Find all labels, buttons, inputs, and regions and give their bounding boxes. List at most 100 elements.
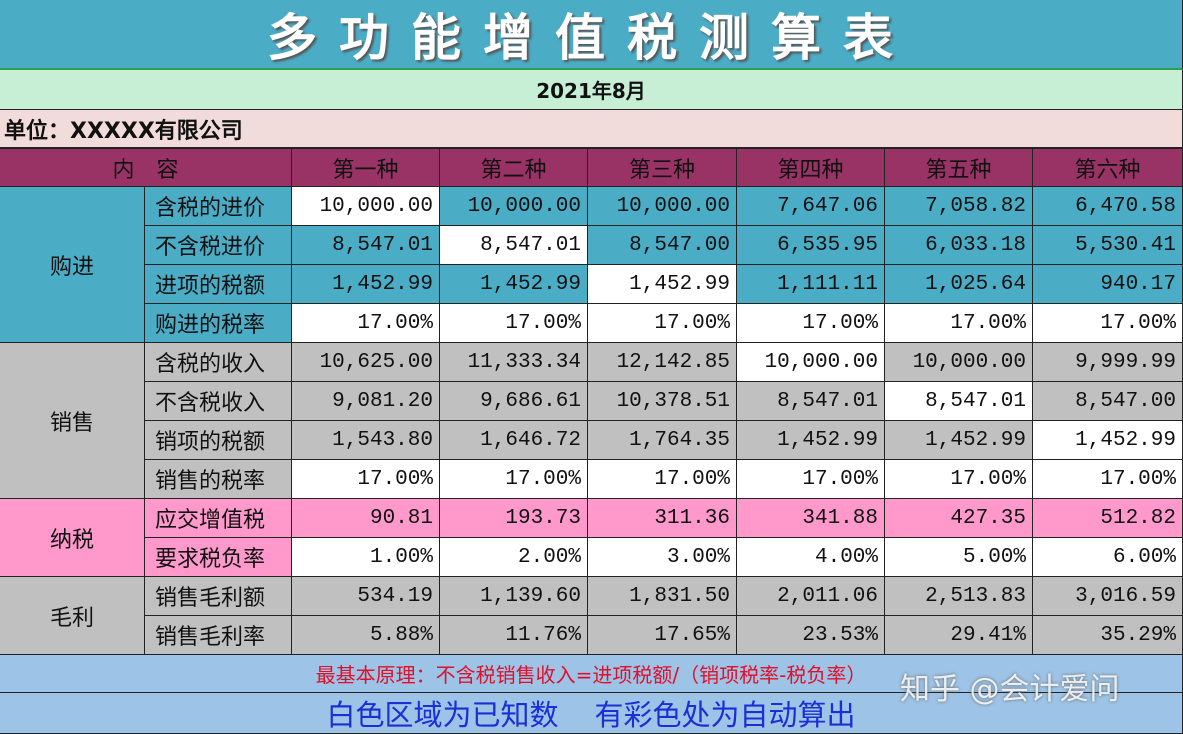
value-cell: 5.88% — [292, 616, 440, 655]
row-label: 含税的收入 — [145, 343, 292, 382]
value-cell: 11.76% — [440, 616, 588, 655]
header-cell: 第三种 — [588, 148, 737, 187]
value-cell: 7,058.82 — [885, 187, 1033, 226]
row-label: 销项的税额 — [145, 421, 292, 460]
value-cell: 1,452.99 — [1033, 421, 1183, 460]
value-cell: 10,000.00 — [440, 187, 588, 226]
value-cell: 2,011.06 — [737, 577, 885, 616]
value-cell: 17.00% — [885, 460, 1033, 499]
value-cell: 534.19 — [292, 577, 440, 616]
value-cell: 1,025.64 — [885, 265, 1033, 304]
header-cell: 第一种 — [292, 148, 440, 187]
value-cell: 10,000.00 — [737, 343, 885, 382]
value-cell: 35.29% — [1033, 616, 1183, 655]
row-label: 不含税收入 — [145, 382, 292, 421]
group-label: 购进 — [0, 187, 145, 343]
group-label: 纳税 — [0, 499, 145, 577]
value-cell: 17.00% — [885, 304, 1033, 343]
header-cell: 第六种 — [1033, 148, 1183, 187]
value-cell: 5,530.41 — [1033, 226, 1183, 265]
value-cell: 8,547.01 — [440, 226, 588, 265]
value-cell: 3.00% — [588, 538, 737, 577]
value-cell: 10,000.00 — [588, 187, 737, 226]
value-cell: 311.36 — [588, 499, 737, 538]
value-cell: 10,000.00 — [885, 343, 1033, 382]
value-cell: 17.00% — [440, 304, 588, 343]
value-cell: 8,547.00 — [1033, 382, 1183, 421]
value-cell: 2,513.83 — [885, 577, 1033, 616]
value-cell: 940.17 — [1033, 265, 1183, 304]
footer-text: 有彩色处为自动算出 — [594, 698, 856, 732]
note: 最基本原理：不含税销售收入=进项税额/（销项税率-税负率） — [0, 655, 1183, 693]
value-cell: 10,625.00 — [292, 343, 440, 382]
value-cell: 29.41% — [885, 616, 1033, 655]
value-cell: 8,547.01 — [292, 226, 440, 265]
value-cell: 427.35 — [885, 499, 1033, 538]
value-cell: 6.00% — [1033, 538, 1183, 577]
value-cell: 17.00% — [292, 304, 440, 343]
value-cell: 1,543.80 — [292, 421, 440, 460]
row-label: 销售毛利额 — [145, 577, 292, 616]
value-cell: 17.00% — [737, 304, 885, 343]
row-label: 应交增值税 — [145, 499, 292, 538]
value-cell: 2.00% — [440, 538, 588, 577]
value-cell: 1,452.99 — [885, 421, 1033, 460]
row-label: 购进的税率 — [145, 304, 292, 343]
value-cell: 1,139.60 — [440, 577, 588, 616]
value-cell: 17.00% — [292, 460, 440, 499]
value-cell: 193.73 — [440, 499, 588, 538]
value-cell: 1,452.99 — [737, 421, 885, 460]
unit: 单位：XXXXX有限公司 — [0, 110, 1183, 148]
value-cell: 512.82 — [1033, 499, 1183, 538]
value-cell: 9,686.61 — [440, 382, 588, 421]
value-cell: 341.88 — [737, 499, 885, 538]
header-cell: 第四种 — [737, 148, 885, 187]
value-cell: 17.65% — [588, 616, 737, 655]
value-cell: 1.00% — [292, 538, 440, 577]
value-cell: 11,333.34 — [440, 343, 588, 382]
value-cell: 10,378.51 — [588, 382, 737, 421]
value-cell: 1,452.99 — [292, 265, 440, 304]
value-cell: 8,547.01 — [737, 382, 885, 421]
value-cell: 8,547.01 — [885, 382, 1033, 421]
header-cell: 内 容 — [0, 148, 292, 187]
sheet-title: 多功能增值税测算表 — [0, 0, 1183, 70]
value-cell: 1,452.99 — [440, 265, 588, 304]
value-cell: 1,111.11 — [737, 265, 885, 304]
row-label: 销售的税率 — [145, 460, 292, 499]
date: 2021年8月 — [0, 70, 1183, 110]
value-cell: 17.00% — [1033, 460, 1183, 499]
value-cell: 3,016.59 — [1033, 577, 1183, 616]
value-cell: 23.53% — [737, 616, 885, 655]
value-cell: 4.00% — [737, 538, 885, 577]
value-cell: 1,764.35 — [588, 421, 737, 460]
value-cell: 90.81 — [292, 499, 440, 538]
value-cell: 6,470.58 — [1033, 187, 1183, 226]
value-cell: 17.00% — [1033, 304, 1183, 343]
value-cell: 1,831.50 — [588, 577, 737, 616]
row-label: 进项的税额 — [145, 265, 292, 304]
row-label: 不含税进价 — [145, 226, 292, 265]
value-cell: 6,033.18 — [885, 226, 1033, 265]
footer-text: 白色区域为已知数 — [326, 698, 559, 732]
value-cell: 10,000.00 — [292, 187, 440, 226]
value-cell: 1,646.72 — [440, 421, 588, 460]
value-cell: 1,452.99 — [588, 265, 737, 304]
value-cell: 6,535.95 — [737, 226, 885, 265]
row-label: 要求税负率 — [145, 538, 292, 577]
value-cell: 17.00% — [440, 460, 588, 499]
value-cell: 5.00% — [885, 538, 1033, 577]
watermark: 知乎 @会计爱问 — [900, 672, 1120, 707]
value-cell: 9,999.99 — [1033, 343, 1183, 382]
header-cell: 第五种 — [885, 148, 1033, 187]
value-cell: 9,081.20 — [292, 382, 440, 421]
group-label: 毛利 — [0, 577, 145, 655]
row-label: 含税的进价 — [145, 187, 292, 226]
header-cell: 第二种 — [440, 148, 588, 187]
value-cell: 7,647.06 — [737, 187, 885, 226]
row-label: 销售毛利率 — [145, 616, 292, 655]
value-cell: 17.00% — [588, 460, 737, 499]
value-cell: 17.00% — [737, 460, 885, 499]
value-cell: 12,142.85 — [588, 343, 737, 382]
